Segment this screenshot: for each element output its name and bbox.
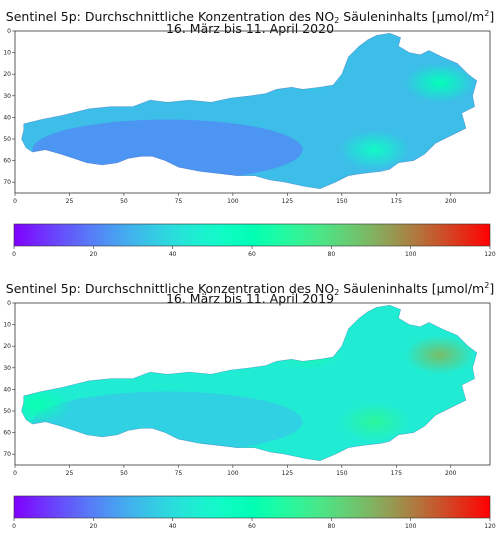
chart-subtitle-2019: 16. März bis 11. April 2019 bbox=[165, 291, 335, 306]
axes-frame bbox=[14, 30, 491, 194]
y-tick-label: 50 bbox=[3, 408, 11, 415]
country-field-0 bbox=[21, 33, 477, 189]
x-tick-label: 125 bbox=[282, 470, 294, 477]
y-tick-label: 10 bbox=[3, 322, 11, 329]
hotspot bbox=[274, 52, 345, 92]
country-outline bbox=[21, 32, 478, 190]
x-tick-label: 50 bbox=[120, 198, 128, 205]
colorbar-2019: 0 20 40 60 80 100 120 bbox=[12, 495, 496, 530]
colorbar-tick-label: 80 bbox=[328, 251, 336, 258]
colorbar-tick-label: 120 bbox=[484, 251, 496, 258]
colorbar-tick-label: 40 bbox=[169, 523, 177, 530]
y-tick-label: 20 bbox=[3, 71, 11, 78]
x-tick-label: 125 bbox=[282, 198, 294, 205]
colorbar-gradient bbox=[13, 495, 491, 519]
x-tick-label: 175 bbox=[391, 470, 403, 477]
colorbar-tick-label: 40 bbox=[169, 251, 177, 258]
x-tick-label: 100 bbox=[227, 470, 239, 477]
y-tick-label: 70 bbox=[3, 451, 11, 458]
y-tick-label: 70 bbox=[3, 179, 11, 186]
hotspot bbox=[405, 335, 475, 375]
x-tick-label: 200 bbox=[445, 470, 457, 477]
x-tick-label: 150 bbox=[336, 198, 348, 205]
x-tick-label: 50 bbox=[120, 470, 128, 477]
colorbar-tick-label: 60 bbox=[248, 523, 256, 530]
y-tick-label: 0 bbox=[7, 28, 11, 35]
x-tick-label: 75 bbox=[175, 198, 183, 205]
colorbar-tick-label: 0 bbox=[12, 251, 16, 258]
y-tick-label: 30 bbox=[3, 93, 11, 100]
chart-title-2020: Sentinel 5p: Durchschnittliche Konzentra… bbox=[5, 9, 495, 26]
x-tick-label: 150 bbox=[336, 470, 348, 477]
y-tick-label: 60 bbox=[3, 430, 11, 437]
y-tick-label: 30 bbox=[3, 365, 11, 372]
y-tick-label: 60 bbox=[3, 158, 11, 165]
y-tick-label: 10 bbox=[3, 50, 11, 57]
hotspot bbox=[339, 402, 410, 442]
x-tick-label: 175 bbox=[391, 198, 403, 205]
colorbar-tick-label: 100 bbox=[405, 523, 417, 530]
y-tick-label: 50 bbox=[3, 136, 11, 143]
y-tick-label: 20 bbox=[3, 343, 11, 350]
colorbar-tick-label: 120 bbox=[484, 523, 496, 530]
colorbar-tick-label: 20 bbox=[90, 523, 98, 530]
hotspot bbox=[21, 385, 72, 424]
colorbar-tick-label: 80 bbox=[328, 523, 336, 530]
alpine-low-zone bbox=[32, 119, 303, 181]
chart-subtitle-2020: 16. März bis 11. April 2020 bbox=[165, 21, 335, 36]
colorbar-tick-label: 100 bbox=[405, 251, 417, 258]
alpine-low-zone bbox=[32, 391, 303, 453]
axes-frame bbox=[14, 302, 491, 466]
colorbar-tick-label: 20 bbox=[90, 251, 98, 258]
x-tick-label: 100 bbox=[227, 198, 239, 205]
hotspot bbox=[405, 63, 475, 103]
hotspot bbox=[274, 331, 345, 370]
y-tick-label: 40 bbox=[3, 114, 11, 121]
heatmap-2019: 0 25 50 75 100 125 150 175 200 0 10 20 30 40 50 60 70 bbox=[3, 300, 491, 477]
y-tick-label: 40 bbox=[3, 386, 11, 393]
x-tick-label: 0 bbox=[13, 470, 17, 477]
heatmap-2020: 0 25 50 75 100 125 150 175 200 0 10 20 30 40 50 60 70 bbox=[3, 28, 491, 205]
country-outline bbox=[21, 304, 478, 462]
x-tick-label: 75 bbox=[175, 470, 183, 477]
colorbar-gradient bbox=[13, 223, 491, 247]
colorbar-tick-label: 0 bbox=[12, 523, 16, 530]
hotspot bbox=[339, 130, 410, 170]
x-tick-label: 25 bbox=[66, 198, 74, 205]
chart-title-2019: Sentinel 5p: Durchschnittliche Konzentra… bbox=[5, 281, 495, 298]
x-tick-label: 25 bbox=[66, 470, 74, 477]
colorbar-2020: 0 20 40 60 80 100 120 bbox=[12, 223, 496, 258]
country-field-1 bbox=[21, 305, 477, 461]
x-tick-label: 0 bbox=[13, 198, 17, 205]
x-tick-label: 200 bbox=[445, 198, 457, 205]
y-tick-label: 0 bbox=[7, 300, 11, 307]
colorbar-tick-label: 60 bbox=[248, 251, 256, 258]
